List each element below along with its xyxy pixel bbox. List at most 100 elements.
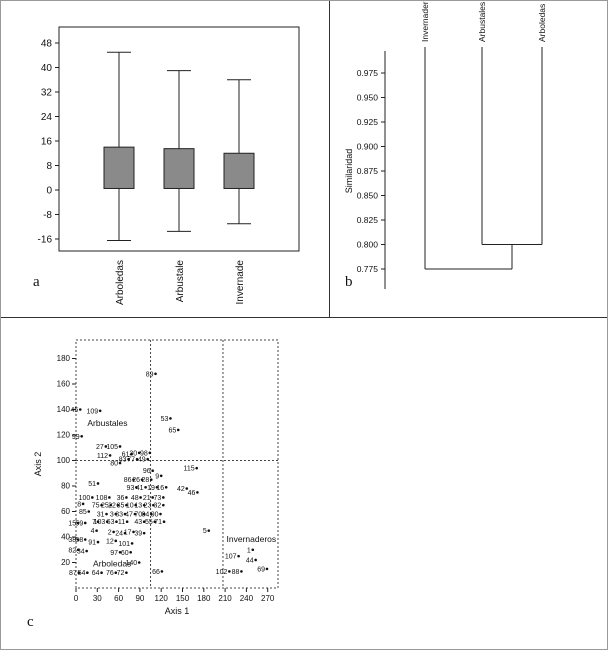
svg-text:240: 240 <box>240 594 254 603</box>
svg-text:160: 160 <box>57 380 71 389</box>
svg-text:0.775: 0.775 <box>357 264 379 274</box>
svg-text:55: 55 <box>145 519 153 526</box>
svg-text:40: 40 <box>41 63 53 74</box>
svg-text:86: 86 <box>124 477 132 484</box>
svg-text:73: 73 <box>154 495 162 502</box>
svg-text:80: 80 <box>61 482 70 491</box>
svg-text:150: 150 <box>176 594 190 603</box>
svg-text:0.950: 0.950 <box>357 93 379 103</box>
svg-text:61: 61 <box>122 452 130 459</box>
svg-text:120: 120 <box>155 594 169 603</box>
svg-text:101: 101 <box>118 541 130 548</box>
svg-text:180: 180 <box>57 354 71 363</box>
svg-text:210: 210 <box>218 594 232 603</box>
svg-text:103: 103 <box>94 519 106 526</box>
svg-text:16: 16 <box>41 137 53 148</box>
svg-text:108: 108 <box>96 495 108 502</box>
svg-text:Axis 2: Axis 2 <box>33 452 43 477</box>
svg-text:15: 15 <box>68 520 76 527</box>
svg-text:90: 90 <box>135 594 144 603</box>
svg-text:46: 46 <box>188 490 196 497</box>
svg-text:60: 60 <box>61 507 70 516</box>
svg-text:38: 38 <box>68 537 76 544</box>
svg-text:0.925: 0.925 <box>357 117 379 127</box>
svg-text:115: 115 <box>184 466 195 473</box>
svg-text:27: 27 <box>96 444 104 451</box>
svg-text:Arboledas: Arboledas <box>93 558 131 568</box>
svg-text:112: 112 <box>97 453 108 460</box>
svg-text:84: 84 <box>141 512 149 519</box>
svg-text:89: 89 <box>146 371 154 378</box>
svg-text:91: 91 <box>88 540 96 547</box>
svg-text:82: 82 <box>68 547 76 554</box>
svg-text:48: 48 <box>131 495 139 502</box>
svg-text:105: 105 <box>106 444 118 451</box>
svg-text:270: 270 <box>261 594 275 603</box>
svg-text:42: 42 <box>177 486 185 493</box>
svg-text:32: 32 <box>41 88 53 99</box>
svg-text:44: 44 <box>246 557 254 564</box>
svg-text:59: 59 <box>75 520 83 527</box>
dendrogram-panel: 0.975 0.950 0.925 0.900 0.875 0.850 0.825 0.800… <box>344 1 547 289</box>
svg-text:107: 107 <box>225 554 237 561</box>
svg-text:0: 0 <box>74 594 79 603</box>
svg-text:48: 48 <box>41 39 53 50</box>
svg-text:17: 17 <box>124 529 132 536</box>
svg-text:Arbustales: Arbustales <box>87 418 127 428</box>
svg-text:87: 87 <box>69 570 77 577</box>
svg-text:43: 43 <box>134 519 142 526</box>
svg-text:102: 102 <box>216 569 228 576</box>
svg-text:96: 96 <box>143 468 151 475</box>
panel-a-label: a <box>33 274 40 290</box>
svg-text:-8: -8 <box>43 210 52 221</box>
svg-text:Invernader: Invernader <box>420 1 430 42</box>
svg-text:28: 28 <box>141 477 149 484</box>
svg-text:60: 60 <box>121 550 129 557</box>
svg-text:32: 32 <box>154 503 162 510</box>
svg-text:97: 97 <box>110 550 118 557</box>
svg-text:140: 140 <box>126 560 138 567</box>
svg-text:Arbustales: Arbustales <box>477 2 487 42</box>
svg-text:Arboledas: Arboledas <box>115 260 126 305</box>
svg-text:10: 10 <box>126 503 134 510</box>
svg-text:34: 34 <box>77 549 85 556</box>
svg-text:9: 9 <box>155 473 159 480</box>
svg-text:71: 71 <box>154 519 162 526</box>
svg-text:65: 65 <box>168 427 176 434</box>
svg-text:-16: -16 <box>38 235 53 246</box>
svg-text:16: 16 <box>156 485 164 492</box>
svg-text:0.875: 0.875 <box>357 166 379 176</box>
svg-text:100: 100 <box>57 456 71 465</box>
svg-text:47: 47 <box>125 512 133 519</box>
svg-text:53: 53 <box>161 416 169 423</box>
svg-text:25: 25 <box>101 503 109 510</box>
svg-text:1: 1 <box>247 547 251 554</box>
svg-text:180: 180 <box>197 594 211 603</box>
panel-c-label: c <box>27 614 34 630</box>
svg-text:20: 20 <box>61 558 70 567</box>
svg-text:30: 30 <box>129 450 137 457</box>
svg-text:0.900: 0.900 <box>357 142 379 152</box>
svg-text:Similaridad: Similaridad <box>344 149 354 194</box>
svg-text:19: 19 <box>147 485 155 492</box>
svg-text:140: 140 <box>57 405 71 414</box>
svg-text:99: 99 <box>72 434 80 441</box>
ordination-panel: 0 30 60 90 120 150 180 210 240 270204060801001201… <box>33 339 279 616</box>
svg-text:93: 93 <box>127 485 135 492</box>
svg-text:75: 75 <box>92 503 100 510</box>
svg-text:8: 8 <box>46 161 52 172</box>
svg-text:70: 70 <box>134 512 142 519</box>
svg-text:Axis 1: Axis 1 <box>165 606 190 616</box>
svg-text:0.975: 0.975 <box>357 68 379 78</box>
svg-text:60: 60 <box>114 594 123 603</box>
svg-text:4: 4 <box>91 528 95 535</box>
svg-text:39: 39 <box>134 531 142 538</box>
svg-text:36: 36 <box>117 495 125 502</box>
svg-text:26: 26 <box>132 477 140 484</box>
panel-b-label: b <box>345 274 353 290</box>
svg-text:63: 63 <box>107 519 115 526</box>
svg-text:Invernaderos: Invernaderos <box>227 534 277 544</box>
svg-text:66: 66 <box>152 569 160 576</box>
svg-text:85: 85 <box>79 509 87 516</box>
svg-text:7: 7 <box>92 519 96 526</box>
